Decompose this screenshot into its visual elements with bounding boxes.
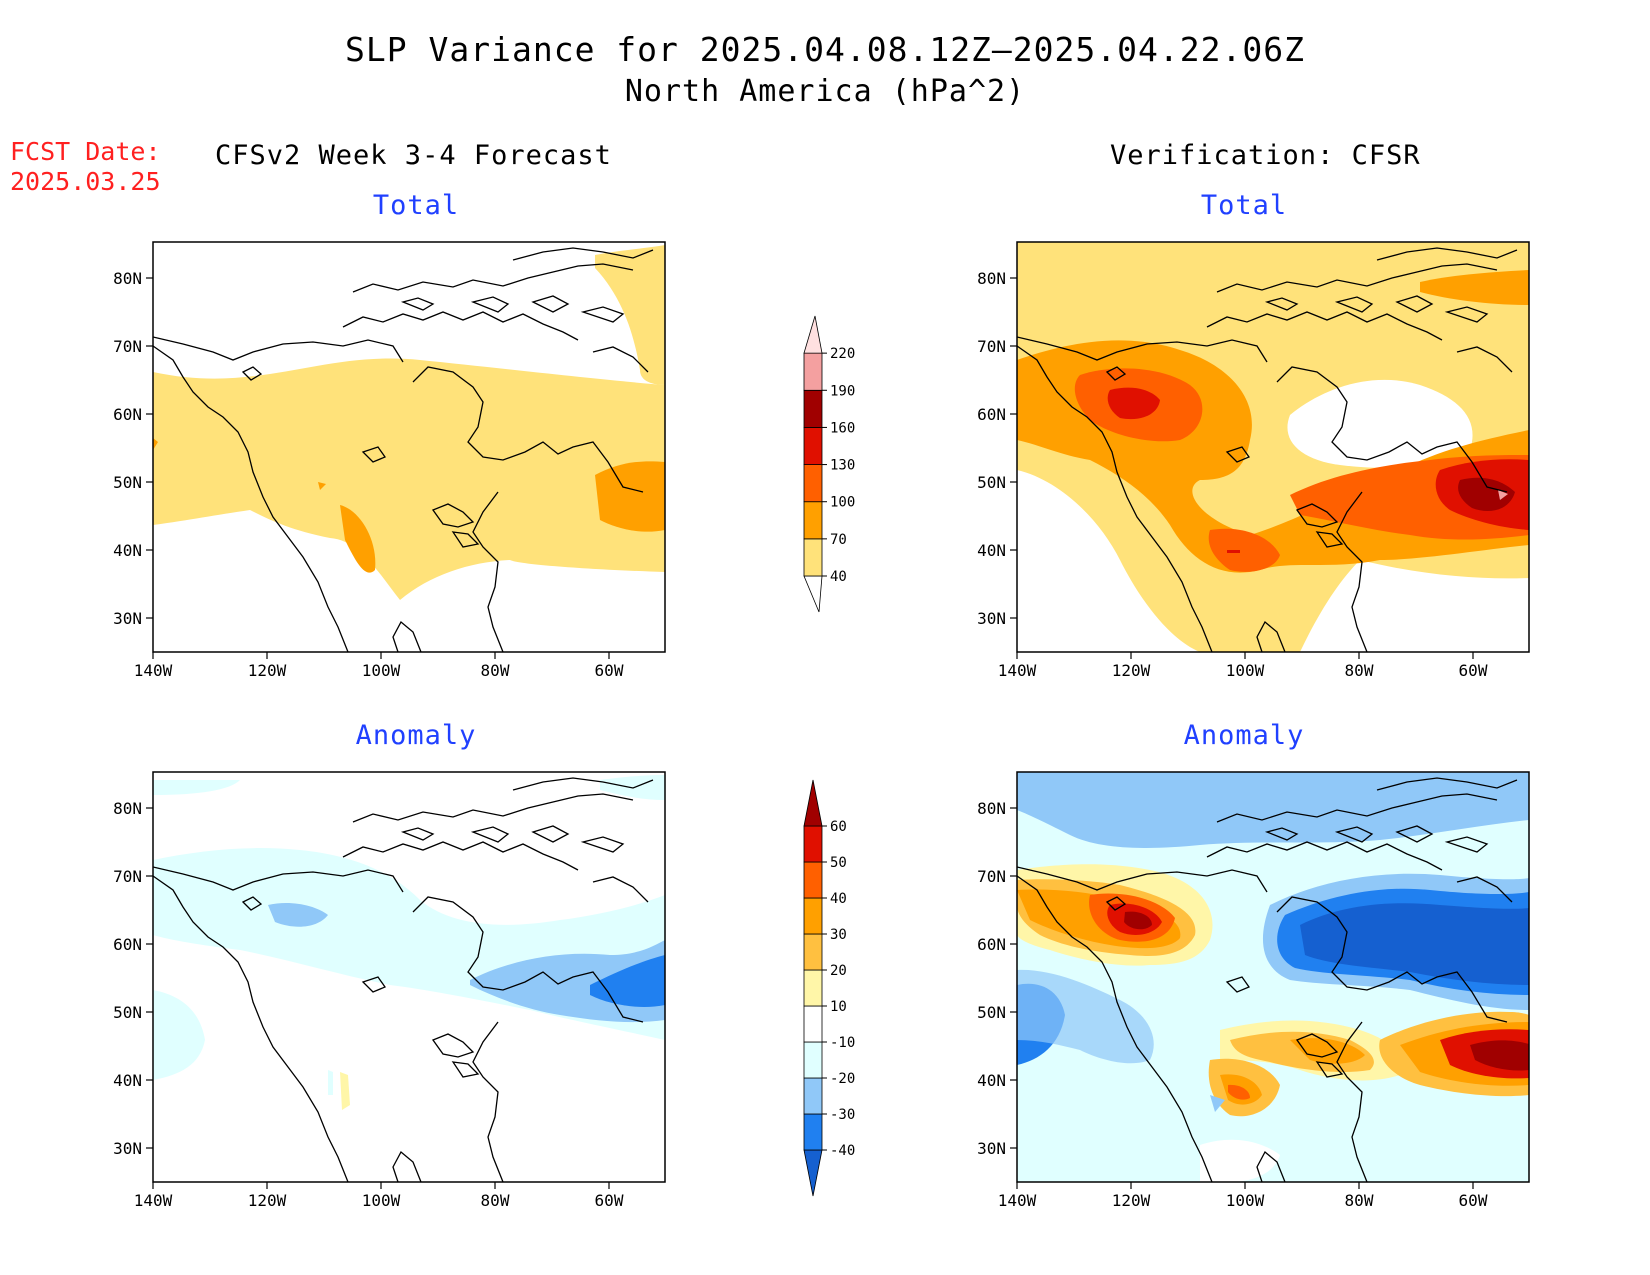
lon-label: 60W	[595, 1191, 624, 1210]
forecast-anomaly-title: Anomaly	[355, 720, 477, 751]
lon-label: 120W	[248, 1191, 287, 1210]
lat-label: 40N	[977, 541, 1006, 560]
colorbar-label: 70	[830, 532, 847, 548]
lat-label: 60N	[977, 935, 1006, 954]
colorbar-label: 10	[830, 999, 847, 1015]
colorbar-label: 190	[830, 383, 855, 399]
colorbar-label: 60	[830, 819, 847, 835]
colorbar-end	[803, 575, 823, 613]
lat-label: 80N	[977, 799, 1006, 818]
colorbar-label: 100	[830, 495, 855, 511]
lon-label: 80W	[481, 661, 510, 680]
lon-label: 100W	[362, 1191, 401, 1210]
verification-anomaly-title: Anomaly	[1183, 720, 1305, 751]
colorbar-segment	[803, 389, 823, 428]
colorbar-label: 130	[830, 458, 855, 474]
colorbar-segment	[803, 897, 823, 935]
lat-label: 40N	[113, 541, 142, 560]
lat-label: 70N	[977, 867, 1006, 886]
lon-label: 140W	[134, 661, 173, 680]
verification-total-title: Total	[1200, 190, 1288, 221]
colorbar-segment	[803, 861, 823, 899]
lon-label: 120W	[1112, 1191, 1151, 1210]
lat-label: 70N	[113, 337, 142, 356]
colorbar-segment	[803, 538, 823, 577]
chart-title: SLP Variance for 2025.04.08.12Z—2025.04.…	[345, 30, 1305, 69]
lon-label: 80W	[1345, 1191, 1374, 1210]
lat-label: 50N	[977, 473, 1006, 492]
colorbar-label: -30	[830, 1107, 855, 1123]
lat-label: 40N	[977, 1071, 1006, 1090]
lon-label: 80W	[1345, 661, 1374, 680]
total-colorbar: 40 70 100 130 160 190 220	[803, 315, 855, 613]
verification-column-heading: Verification: CFSR	[1110, 140, 1421, 171]
lon-label: 120W	[248, 661, 287, 680]
colorbar-segment	[803, 427, 823, 465]
colorbar-segment	[803, 352, 823, 391]
lat-label: 50N	[977, 1003, 1006, 1022]
colorbar-segment	[803, 315, 823, 354]
lat-label: 80N	[113, 269, 142, 288]
lon-label: 120W	[1112, 661, 1151, 680]
forecast-total-title: Total	[372, 190, 460, 221]
chart-subtitle: North America (hPa^2)	[624, 74, 1026, 109]
colorbar-segment	[803, 1041, 823, 1079]
colorbar-label: 30	[830, 927, 847, 943]
colorbar-segment	[803, 1149, 823, 1197]
lat-label: 70N	[977, 337, 1006, 356]
lat-label: 30N	[977, 609, 1006, 628]
forecast-date-value: 2025.03.25	[10, 167, 161, 196]
lat-label: 60N	[113, 935, 142, 954]
lat-label: 50N	[113, 1003, 142, 1022]
lat-label: 30N	[977, 1139, 1006, 1158]
forecast-column-heading: CFSv2 Week 3-4 Forecast	[215, 140, 612, 171]
colorbar-label: 20	[830, 963, 847, 979]
colorbar-segment	[803, 779, 823, 827]
colorbar-label: -40	[830, 1143, 855, 1159]
lon-label: 140W	[998, 1191, 1037, 1210]
lat-label: 80N	[977, 269, 1006, 288]
forecast-total-map	[152, 241, 666, 653]
colorbar-segment	[803, 1077, 823, 1115]
lon-label: 60W	[1459, 661, 1488, 680]
colorbar-segment	[803, 969, 823, 1007]
colorbar-label: 220	[830, 346, 855, 362]
colorbar-label: 40	[830, 891, 847, 907]
colorbar-label: 50	[830, 855, 847, 871]
colorbar-label: -20	[830, 1071, 855, 1087]
lat-label: 60N	[977, 405, 1006, 424]
forecast-anomaly-map	[152, 771, 666, 1183]
colorbar-segment	[803, 825, 823, 863]
lon-label: 100W	[362, 661, 401, 680]
lat-label: 40N	[113, 1071, 142, 1090]
lat-label: 80N	[113, 799, 142, 818]
lon-label: 140W	[998, 661, 1037, 680]
colorbar-segment	[803, 933, 823, 971]
lat-label: 60N	[113, 405, 142, 424]
forecast-date-label: FCST Date:	[10, 137, 161, 166]
lon-label: 80W	[481, 1191, 510, 1210]
colorbar-label: 160	[830, 420, 855, 436]
lon-label: 100W	[1226, 1191, 1265, 1210]
lat-label: 30N	[113, 609, 142, 628]
lon-label: 60W	[1459, 1191, 1488, 1210]
map-axes: 80N 70N 60N 50N 40N 30N 140W 120W 100W 80W 60W 80N 7…	[113, 269, 1488, 1210]
lon-label: 100W	[1226, 661, 1265, 680]
verification-anomaly-map	[1016, 771, 1530, 1183]
lat-label: 50N	[113, 473, 142, 492]
verification-total-map	[1016, 241, 1530, 653]
lat-label: 70N	[113, 867, 142, 886]
lon-label: 60W	[595, 661, 624, 680]
colorbar-segment	[803, 1005, 823, 1043]
anomaly-colorbar: -40 -30 -20 -10 10 20 30 40 50 60	[803, 779, 855, 1197]
colorbar-segment	[803, 464, 823, 503]
lat-label: 30N	[113, 1139, 142, 1158]
colorbar-segment	[803, 501, 823, 540]
colorbar-label: -10	[830, 1035, 855, 1051]
lon-label: 140W	[134, 1191, 173, 1210]
colorbar-label: 40	[830, 569, 847, 585]
colorbar-segment	[803, 1113, 823, 1151]
